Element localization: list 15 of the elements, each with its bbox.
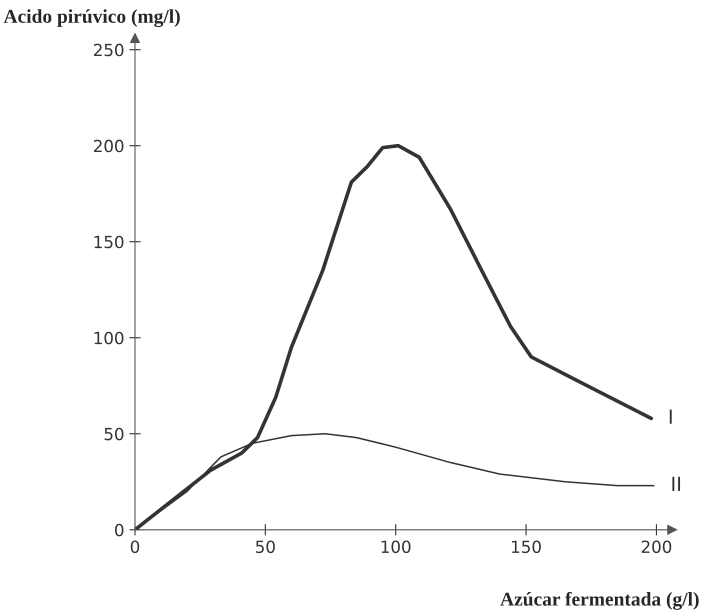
y-tick-label: 100	[94, 332, 124, 344]
annotation: I	[670, 410, 672, 424]
y-tick-label: 250	[94, 44, 124, 56]
y-tick-label: 150	[94, 236, 124, 248]
x-tick-label: 150	[512, 540, 541, 554]
x-tick-label: 200	[642, 540, 672, 554]
y-tick-label: 50	[104, 428, 124, 440]
y-axis-title: Acido pirúvico (mg/l)	[4, 9, 180, 28]
y-tick-label: 0	[115, 524, 124, 536]
y-tick-label: 200	[94, 140, 124, 152]
x-tick-label: 0	[130, 540, 140, 554]
annotation: II	[672, 476, 680, 491]
x-tick-label: 100	[382, 540, 410, 554]
x-axis-title: Azúcar fermentada (g/l)	[500, 592, 699, 610]
x-tick-label: 50	[256, 540, 275, 554]
